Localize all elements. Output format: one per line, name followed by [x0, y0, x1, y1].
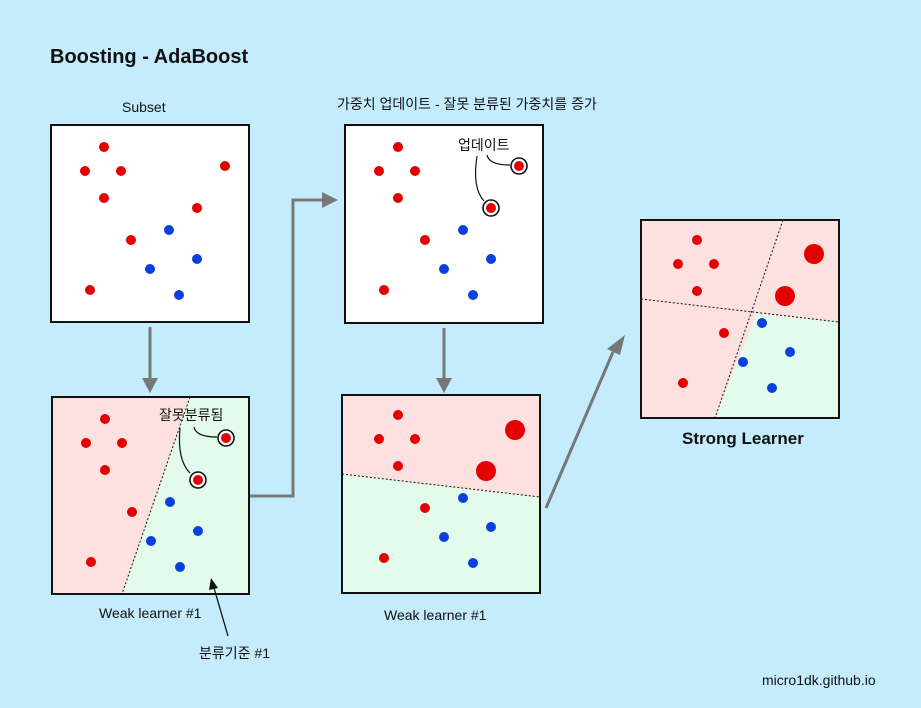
misclassified-callout	[193, 426, 218, 438]
criterion-pointer	[209, 578, 229, 637]
diagram-title: Boosting - AdaBoost	[50, 46, 249, 68]
subset-panel	[50, 124, 250, 323]
strong-learner-panel	[640, 219, 840, 419]
weak-learner-1-panel	[51, 396, 250, 595]
misclassified-label: 잘못분류됨	[159, 407, 224, 423]
subset-label: Subset	[122, 99, 166, 115]
weak-learner-2-label: Weak learner #1	[384, 607, 487, 623]
updated-point	[482, 199, 500, 217]
strong-learner-label: Strong Learner	[682, 429, 804, 448]
update-callout	[486, 154, 511, 166]
arrow-to-strong	[544, 351, 615, 509]
footer-url: micro1dk.github.io	[762, 672, 876, 688]
weight-update-panel	[344, 124, 544, 324]
weak-learner-1-label: Weak learner #1	[99, 605, 202, 621]
weight-update-caption: 가중치 업데이트 - 잘못 분류된 가중치를 증가	[337, 96, 597, 112]
arrow-to-update	[250, 198, 324, 498]
update-callout	[474, 155, 485, 202]
flow-arrows	[148, 198, 615, 509]
criterion-label: 분류기준 #1	[199, 645, 270, 661]
misclassified-callout	[178, 427, 191, 474]
weak-learner-2-panel	[341, 394, 541, 594]
update-label: 업데이트	[458, 137, 510, 153]
updated-point	[510, 157, 528, 175]
misclassified-point	[217, 429, 235, 447]
misclassified-point	[189, 471, 207, 489]
arrow-heads	[142, 192, 625, 393]
